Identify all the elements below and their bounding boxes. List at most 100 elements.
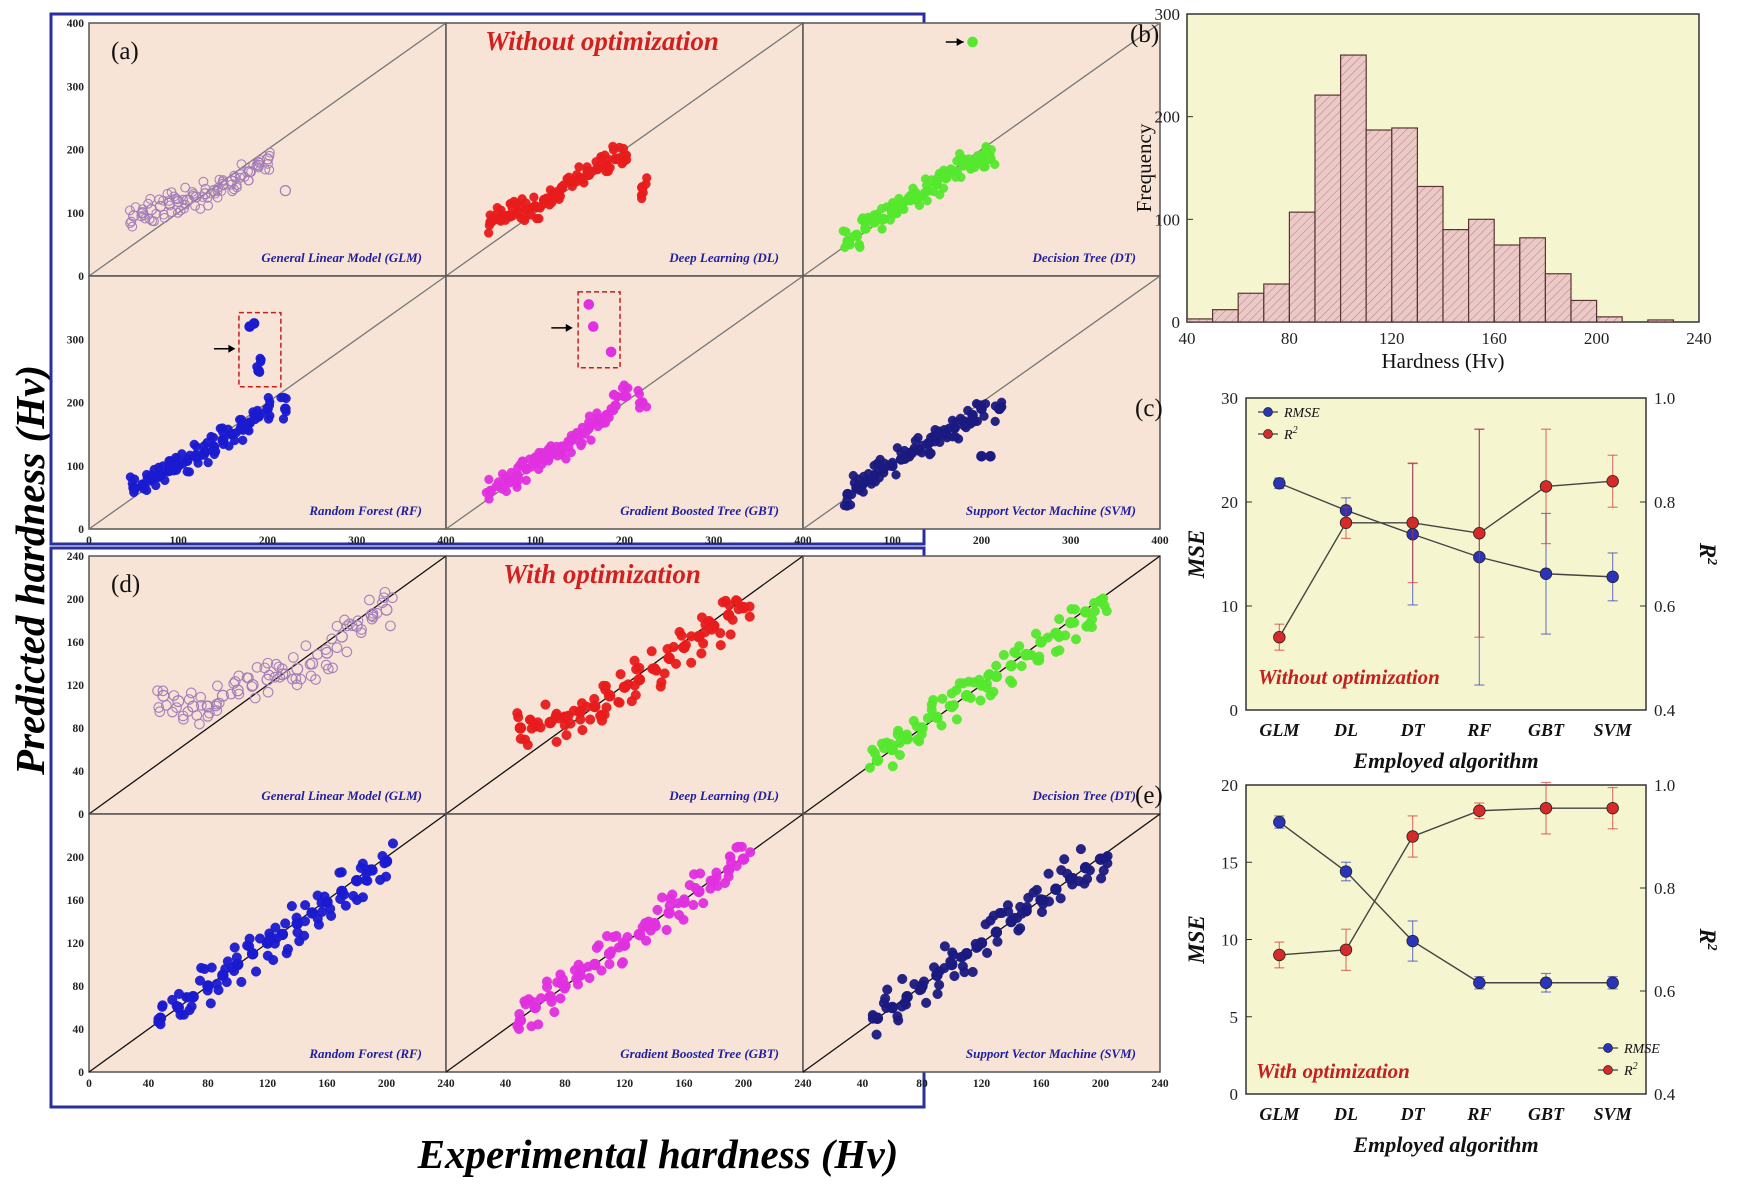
data-point xyxy=(261,673,274,686)
data-point-cluster xyxy=(367,608,379,619)
data-point xyxy=(1606,475,1619,488)
data-point-cluster xyxy=(153,472,164,482)
data-point-cluster xyxy=(921,997,932,1008)
data-point-cluster xyxy=(608,141,618,152)
x-tick-label: DL xyxy=(1333,720,1358,740)
data-point-cluster xyxy=(167,994,178,1005)
data-point-cluster xyxy=(914,200,925,211)
data-point-cluster xyxy=(331,642,343,654)
data-point-cluster xyxy=(195,699,207,711)
data-point-cluster xyxy=(190,200,201,211)
legend-marker xyxy=(1603,1043,1613,1053)
data-point-cluster xyxy=(357,892,368,903)
data-point-cluster xyxy=(553,713,565,724)
x-tick-label: 200 xyxy=(1092,1078,1110,1090)
data-point-cluster xyxy=(1007,677,1018,688)
data-point-cluster xyxy=(572,979,584,990)
data-point-cluster xyxy=(912,734,923,745)
data-point xyxy=(587,321,599,332)
data-point-cluster xyxy=(580,429,590,439)
data-point-cluster xyxy=(719,877,731,889)
data-point-cluster xyxy=(969,162,980,173)
data-point-cluster xyxy=(1016,661,1027,672)
data-point-cluster xyxy=(857,481,867,491)
data-point-cluster xyxy=(874,473,884,483)
data-point-cluster xyxy=(379,586,391,598)
data-point xyxy=(737,853,750,865)
data-point-cluster xyxy=(913,446,923,456)
data-point-cluster xyxy=(934,966,945,977)
data-point-cluster xyxy=(340,900,351,911)
data-point-cluster xyxy=(224,441,234,451)
data-point-cluster xyxy=(203,200,214,211)
data-point-cluster xyxy=(885,215,895,225)
subplot-label: Deep Learning (DL) xyxy=(668,788,779,803)
x-tick-label: 80 xyxy=(559,1078,571,1090)
data-point-cluster xyxy=(339,889,350,900)
histogram-bar xyxy=(1339,54,1367,323)
data-point-cluster xyxy=(271,933,282,944)
data-point-cluster xyxy=(678,914,689,925)
data-point-cluster xyxy=(896,1001,908,1012)
data-point-cluster xyxy=(229,170,240,181)
data-point-cluster xyxy=(1066,604,1077,615)
data-point-cluster xyxy=(181,992,192,1003)
data-point-cluster xyxy=(733,841,744,852)
data-point-cluster xyxy=(276,392,286,403)
data-point-cluster xyxy=(662,643,673,655)
data-point-cluster xyxy=(251,662,263,673)
data-point-cluster xyxy=(269,671,281,683)
y-axis-label-right: R2 xyxy=(1695,542,1720,565)
data-point-cluster xyxy=(178,194,189,205)
data-point-cluster xyxy=(526,1021,537,1032)
data-point-cluster xyxy=(244,426,254,436)
y-tick-label-left: 10 xyxy=(1221,597,1238,616)
subplot-d-3: Decision Tree (DT) xyxy=(802,555,1161,815)
data-point-cluster xyxy=(178,459,188,469)
data-point xyxy=(248,318,260,329)
x-tick-label: RF xyxy=(1466,720,1491,740)
data-point-cluster xyxy=(236,159,247,170)
data-point-cluster xyxy=(518,456,528,467)
y-tick-label: 200 xyxy=(67,594,85,606)
data-point xyxy=(276,668,289,681)
data-point-cluster xyxy=(934,979,945,990)
y-tick-label: 0 xyxy=(1172,313,1181,332)
y-tick-label: 200 xyxy=(1155,108,1181,127)
data-point-cluster xyxy=(125,472,136,482)
data-point-cluster xyxy=(260,164,271,175)
data-point-cluster xyxy=(541,976,553,987)
y-tick-label: 0 xyxy=(78,524,84,536)
x-tick-label: 400 xyxy=(794,535,812,547)
data-point-cluster xyxy=(641,179,651,189)
subplot-label: General Linear Model (GLM) xyxy=(261,250,422,265)
data-point-cluster xyxy=(166,207,177,217)
subplot-a-6: Support Vector Machine (SVM) 100 200 300 400 xyxy=(802,275,1169,547)
data-point-cluster xyxy=(282,943,293,955)
data-point-cluster xyxy=(964,154,974,164)
data-point-cluster xyxy=(153,702,165,713)
data-point-cluster xyxy=(892,208,902,219)
data-point-cluster xyxy=(376,597,388,609)
data-point-cluster xyxy=(244,933,255,944)
x-tick-label: 160 xyxy=(318,1078,336,1090)
data-point-cluster xyxy=(641,402,652,412)
data-point-cluster xyxy=(194,975,206,986)
data-point-cluster xyxy=(221,977,232,988)
histogram-bar xyxy=(1570,299,1598,323)
legend-marker xyxy=(1603,1065,1613,1075)
data-point-cluster xyxy=(229,942,240,953)
data-point-cluster xyxy=(1032,655,1043,666)
y-tick-label: 100 xyxy=(1155,210,1181,229)
data-point-cluster xyxy=(387,592,398,604)
data-point-cluster xyxy=(299,930,310,941)
data-point-cluster xyxy=(557,974,568,985)
data-point-cluster xyxy=(364,594,375,606)
data-point-cluster xyxy=(199,441,209,451)
data-point-cluster xyxy=(946,688,957,699)
data-point-cluster xyxy=(367,611,379,623)
data-point xyxy=(1273,477,1286,490)
data-point-cluster xyxy=(690,882,701,893)
data-point-cluster xyxy=(1099,600,1110,611)
data-point-cluster xyxy=(608,405,619,416)
